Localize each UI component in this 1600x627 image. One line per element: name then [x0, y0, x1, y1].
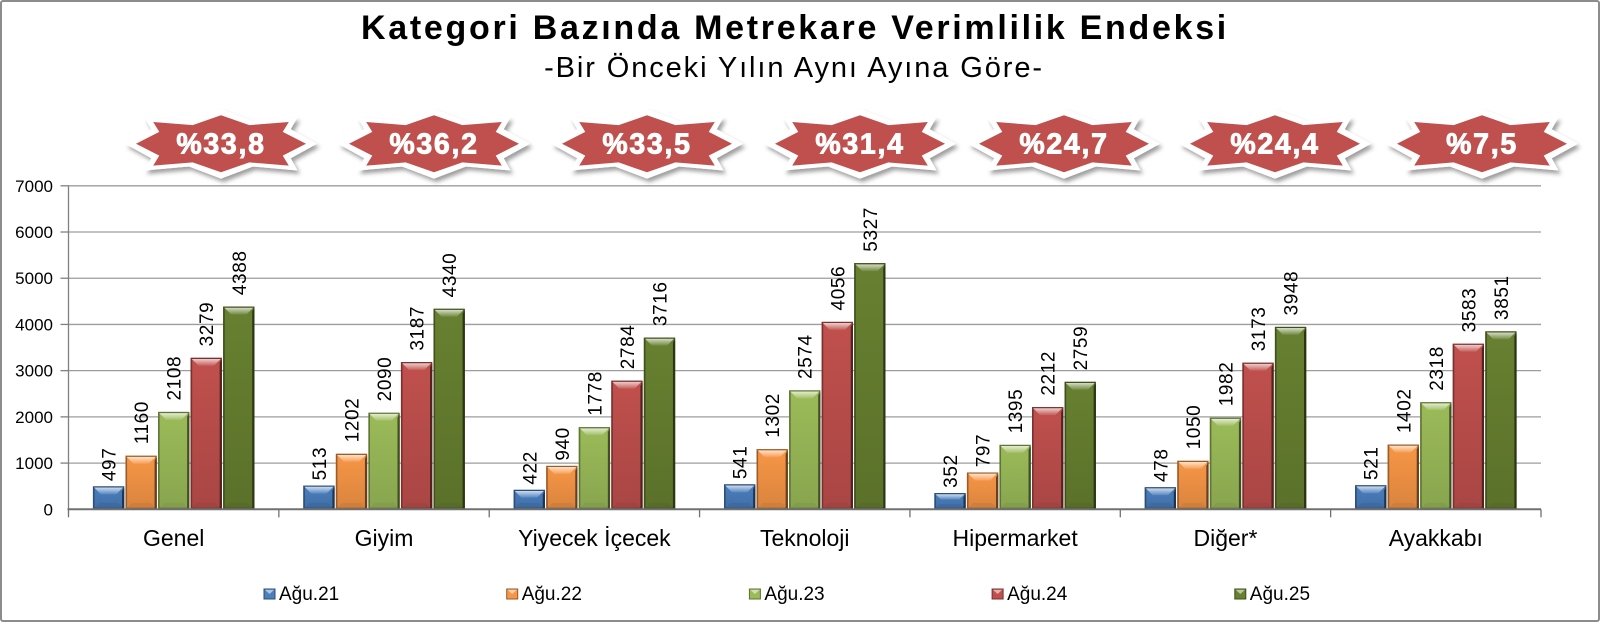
svg-text:%36,2: %36,2 — [389, 129, 478, 161]
svg-text:%7,5: %7,5 — [1446, 129, 1518, 161]
svg-text:%24,4: %24,4 — [1230, 129, 1319, 161]
svg-text:4388: 4388 — [230, 250, 251, 295]
svg-text:%24,7: %24,7 — [1019, 129, 1108, 161]
svg-text:7000: 7000 — [15, 177, 53, 196]
svg-text:2574: 2574 — [796, 334, 817, 379]
svg-text:3000: 3000 — [15, 362, 53, 381]
svg-text:Giyim: Giyim — [355, 525, 414, 551]
svg-text:1050: 1050 — [1184, 405, 1205, 450]
svg-text:521: 521 — [1362, 447, 1383, 481]
svg-text:Ağu.22: Ağu.22 — [522, 584, 582, 605]
svg-text:2318: 2318 — [1427, 346, 1448, 391]
svg-text:%33,5: %33,5 — [602, 129, 691, 161]
svg-text:3173: 3173 — [1249, 307, 1270, 352]
svg-text:497: 497 — [100, 448, 121, 482]
svg-text:513: 513 — [310, 447, 331, 481]
svg-text:-Bir Önceki Yılın Aynı Ayına G: -Bir Önceki Yılın Aynı Ayına Göre- — [544, 52, 1044, 84]
svg-text:2000: 2000 — [15, 408, 53, 427]
svg-text:2108: 2108 — [165, 356, 186, 401]
svg-text:422: 422 — [520, 451, 541, 485]
svg-text:Ağu.24: Ağu.24 — [1007, 584, 1068, 605]
svg-text:%31,4: %31,4 — [815, 129, 904, 161]
svg-text:Ağu.25: Ağu.25 — [1250, 584, 1310, 605]
svg-text:1395: 1395 — [1006, 389, 1027, 434]
svg-text:Ayakkabı: Ayakkabı — [1389, 525, 1483, 551]
svg-text:4340: 4340 — [440, 253, 461, 298]
svg-text:1160: 1160 — [132, 401, 153, 444]
svg-text:Ağu.23: Ağu.23 — [764, 584, 824, 605]
svg-text:1402: 1402 — [1394, 388, 1415, 433]
svg-text:541: 541 — [731, 446, 752, 480]
svg-text:3948: 3948 — [1282, 271, 1303, 316]
svg-text:2090: 2090 — [375, 357, 396, 402]
svg-text:1778: 1778 — [585, 371, 606, 416]
svg-text:5000: 5000 — [15, 269, 53, 288]
svg-text:3716: 3716 — [650, 281, 671, 326]
svg-text:%33,8: %33,8 — [176, 129, 265, 161]
svg-text:2784: 2784 — [618, 325, 639, 370]
svg-text:3279: 3279 — [197, 302, 218, 347]
svg-text:4056: 4056 — [828, 266, 849, 311]
svg-text:Teknoloji: Teknoloji — [760, 525, 850, 551]
svg-text:1302: 1302 — [763, 393, 784, 438]
svg-text:1982: 1982 — [1216, 362, 1237, 407]
svg-text:797: 797 — [974, 434, 995, 468]
svg-text:3187: 3187 — [408, 306, 429, 351]
svg-text:Kategori Bazında Metrekare Ver: Kategori Bazında Metrekare Verimlilik En… — [361, 9, 1229, 47]
svg-text:4000: 4000 — [15, 315, 53, 334]
svg-text:940: 940 — [553, 427, 574, 461]
svg-text:3851: 3851 — [1492, 275, 1513, 320]
svg-text:Hipermarket: Hipermarket — [952, 525, 1078, 551]
svg-text:1000: 1000 — [15, 454, 53, 473]
svg-text:0: 0 — [44, 500, 53, 519]
svg-text:Genel: Genel — [143, 525, 204, 551]
svg-text:2759: 2759 — [1071, 326, 1092, 371]
svg-text:5327: 5327 — [861, 207, 882, 252]
svg-text:Ağu.21: Ağu.21 — [279, 584, 339, 605]
svg-text:2212: 2212 — [1039, 351, 1060, 396]
svg-text:478: 478 — [1151, 448, 1172, 482]
svg-text:Diğer*: Diğer* — [1193, 525, 1257, 551]
svg-text:6000: 6000 — [15, 223, 53, 242]
svg-text:Yiyecek İçecek: Yiyecek İçecek — [518, 525, 671, 551]
svg-text:352: 352 — [941, 454, 962, 488]
svg-text:3583: 3583 — [1459, 288, 1480, 333]
svg-text:1202: 1202 — [342, 398, 363, 443]
